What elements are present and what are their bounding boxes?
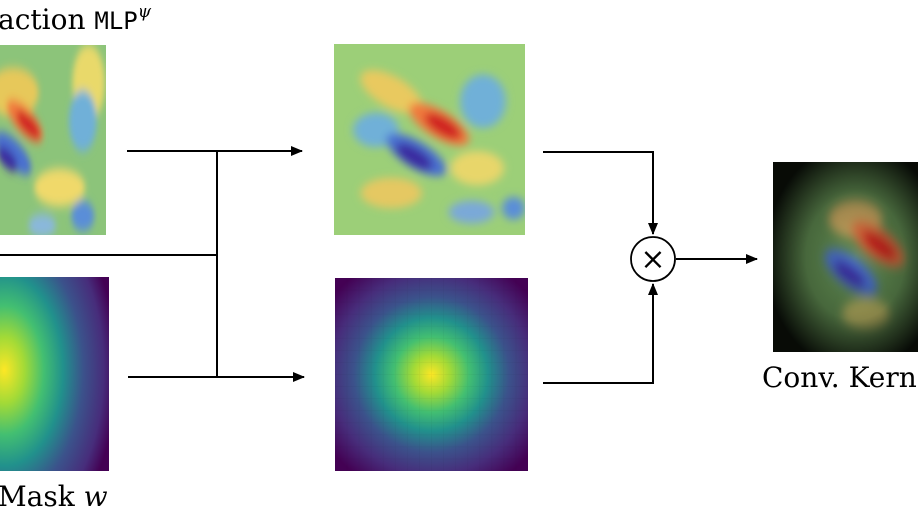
mlp-label-mono: MLP xyxy=(94,7,138,35)
mask-label-var: w xyxy=(83,480,108,513)
mask-full-image xyxy=(335,278,528,471)
mlp-output-image xyxy=(0,45,106,235)
mask-label-text: Mask xyxy=(0,480,84,513)
multiply-node xyxy=(630,236,676,282)
conv-kernel-label: Conv. Kerne xyxy=(762,361,918,394)
conv-kernel-image xyxy=(773,162,918,352)
mask-image xyxy=(0,277,109,471)
mlp-label-sup: ψ xyxy=(137,2,152,22)
mask-label: Mask w xyxy=(0,483,108,511)
multiply-symbol: × xyxy=(640,242,665,277)
mlp-label-text: action xyxy=(0,3,95,36)
mlp-output-full-image xyxy=(334,44,525,235)
mlp-label: action MLPψ xyxy=(0,4,151,34)
bottom-to-multiply-line xyxy=(543,283,658,384)
top-to-multiply-line xyxy=(543,151,658,235)
